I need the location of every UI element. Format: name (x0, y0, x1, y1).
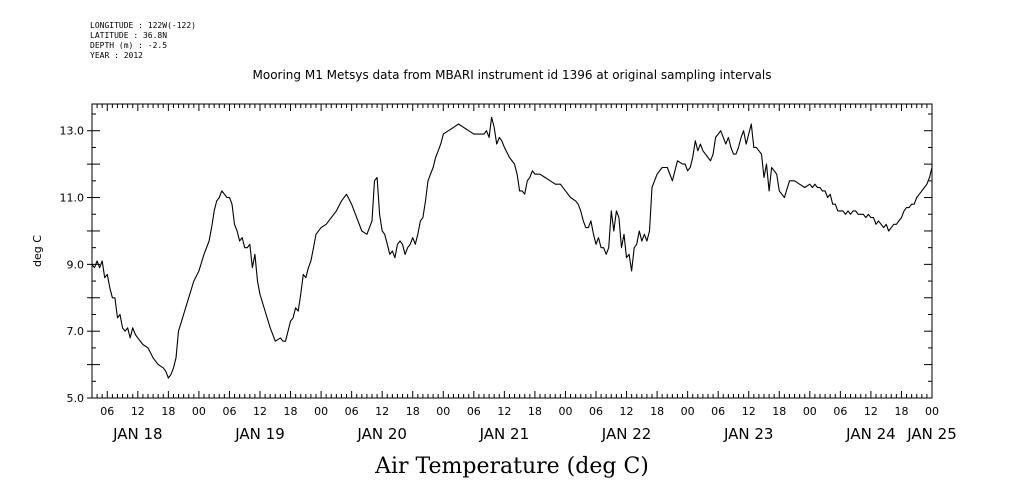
latitude-text: LATITUDE : 36.8N (90, 31, 168, 40)
series-line-air-temperature (91, 116, 933, 379)
y-tick-label: 11.0 (60, 192, 85, 205)
x-hour-label: 12 (131, 405, 145, 418)
x-hour-label: 00 (803, 405, 817, 418)
metadata-block: LONGITUDE : 122W(-122) LATITUDE : 36.8N DE… (90, 21, 196, 61)
x-hour-label: 12 (864, 405, 878, 418)
x-hour-label: 06 (345, 405, 359, 418)
x-hour-label: 00 (436, 405, 450, 418)
x-hour-label: 06 (467, 405, 481, 418)
chart-plot: 5.0 7.0 9.0 11.0 13.0 06 12 18 00 06 12 18 00 06 12 18 0… (31, 103, 957, 443)
x-hour-label: 06 (833, 405, 847, 418)
x-hour-label: 18 (772, 405, 786, 418)
x-day-label: JAN 23 (723, 425, 774, 443)
x-hour-label: 00 (192, 405, 206, 418)
x-day-label: JAN 18 (112, 425, 163, 443)
x-hour-label: 06 (711, 405, 725, 418)
y-tick-label: 5.0 (67, 392, 85, 405)
x-hour-label: 00 (314, 405, 328, 418)
x-day-label: JAN 24 (845, 425, 896, 443)
y-axis-label: deg C (31, 235, 44, 267)
x-day-label: JAN 21 (479, 425, 530, 443)
x-hour-label: 18 (528, 405, 542, 418)
plot-frame (91, 103, 933, 399)
x-hour-label: 00 (681, 405, 695, 418)
x-hour-label: 00 (925, 405, 939, 418)
y-tick-label: 13.0 (60, 125, 85, 138)
depth-text: DEPTH (m) : -2.5 (90, 41, 168, 50)
x-hour-label: 18 (161, 405, 175, 418)
plot-label: Air Temperature (deg C) (375, 454, 649, 479)
x-day-label: JAN 22 (601, 425, 652, 443)
x-hour-label: 18 (284, 405, 298, 418)
y-tick-label: 9.0 (67, 258, 85, 271)
x-day-label: JAN 20 (356, 425, 407, 443)
x-day-label: JAN 25 (906, 425, 957, 443)
x-hour-label: 18 (894, 405, 908, 418)
x-hour-label: 12 (742, 405, 756, 418)
x-hour-label: 12 (375, 405, 389, 418)
x-day-label: JAN 19 (234, 425, 285, 443)
x-hour-label: 18 (406, 405, 420, 418)
x-hour-label: 06 (589, 405, 603, 418)
x-hour-label: 18 (650, 405, 664, 418)
y-tick-label: 7.0 (67, 325, 85, 338)
chart-title: Mooring M1 Metsys data from MBARI instru… (252, 68, 772, 82)
x-hour-label: 12 (620, 405, 634, 418)
year-text: YEAR : 2012 (90, 51, 143, 60)
x-hour-label: 06 (222, 405, 236, 418)
longitude-text: LONGITUDE : 122W(-122) (90, 21, 196, 30)
x-hour-label: 00 (558, 405, 572, 418)
x-hour-label: 06 (100, 405, 114, 418)
x-hour-label: 12 (253, 405, 267, 418)
x-hour-label: 12 (497, 405, 511, 418)
